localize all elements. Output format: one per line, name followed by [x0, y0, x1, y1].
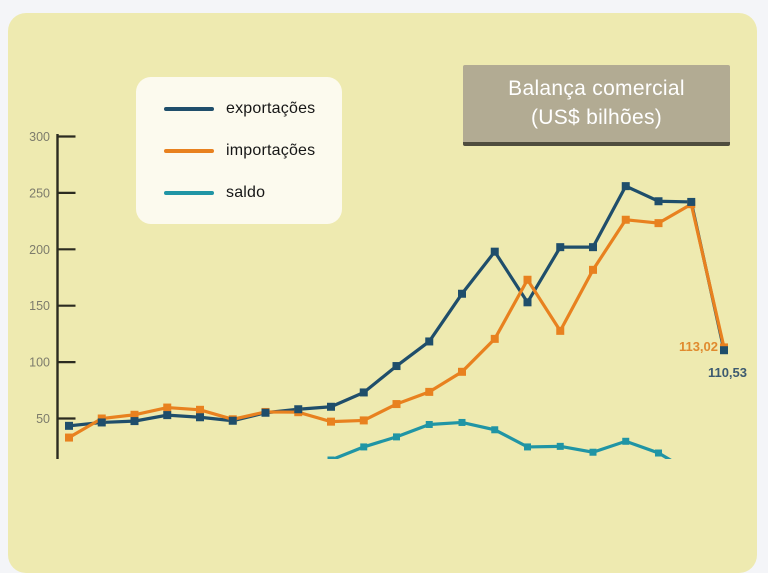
- exportacoes-line-swatch: [164, 106, 214, 111]
- chart-title-line1: Balança comercial: [508, 77, 685, 101]
- saldo-data-point: [425, 420, 433, 428]
- saldo-data-point: [589, 448, 597, 456]
- exportacoes-data-point: [392, 362, 401, 371]
- end-value-label-exportacoes: 110,53: [708, 365, 747, 380]
- exportacoes-data-point: [458, 289, 466, 298]
- exportacoes-markers: [65, 182, 728, 430]
- exportacoes-data-point: [425, 337, 434, 346]
- saldo-markers: [327, 418, 662, 459]
- legend-item-exportacoes: exportações: [164, 98, 342, 120]
- importacoes-markers: [65, 200, 728, 442]
- exportacoes-data-point: [490, 247, 499, 256]
- y-tick-label: 100: [29, 356, 50, 370]
- y-tick-label: 50: [36, 412, 50, 426]
- exportacoes-data-point: [327, 402, 335, 411]
- legend-item-importacoes: importações: [164, 140, 342, 162]
- legend: exportações importações saldo: [136, 77, 342, 224]
- importacoes-data-point: [196, 405, 204, 414]
- exportacoes-data-point: [196, 413, 204, 422]
- exportacoes-data-point: [294, 405, 303, 414]
- importacoes-data-point: [163, 403, 172, 412]
- legend-label-importacoes: importações: [226, 141, 316, 159]
- importacoes-line-swatch: [164, 148, 214, 153]
- exportacoes-data-point: [621, 182, 630, 191]
- saldo-data-point: [360, 443, 368, 451]
- exportacoes-data-point: [65, 421, 73, 430]
- y-tick-label: 200: [29, 243, 50, 257]
- importacoes-data-point: [359, 416, 368, 425]
- exportacoes-data-point: [359, 388, 368, 397]
- y-tick-label: 150: [29, 299, 50, 313]
- legend-item-saldo: saldo: [164, 182, 342, 204]
- saldo-data-point: [622, 437, 630, 445]
- chart-title-line2: (US$ bilhões): [530, 105, 663, 129]
- saldo-data-point: [556, 442, 564, 450]
- importacoes-data-point: [490, 334, 499, 343]
- exportacoes-data-point: [687, 197, 696, 206]
- importacoes-data-point: [621, 215, 630, 224]
- legend-label-exportacoes: exportações: [226, 99, 316, 117]
- importacoes-data-point: [327, 417, 335, 426]
- saldo-line-swatch: [164, 190, 214, 195]
- legend-label-saldo: saldo: [226, 183, 266, 201]
- saldo-data-point: [327, 456, 335, 459]
- exportacoes-data-point: [228, 416, 237, 425]
- chart-title-box: Balança comercial (US$ bilhões): [463, 65, 730, 146]
- importacoes-data-point: [458, 367, 466, 376]
- saldo-data-point: [393, 433, 400, 441]
- y-tick-label: 250: [29, 186, 50, 200]
- saldo-data-point: [458, 418, 466, 426]
- saldo-data-point: [524, 443, 531, 451]
- importacoes-data-point: [654, 219, 663, 228]
- exportacoes-data-point: [720, 346, 728, 355]
- importacoes-data-point: [425, 387, 434, 396]
- saldo-data-point: [491, 426, 499, 434]
- importacoes-data-point: [130, 410, 139, 419]
- importacoes-data-point: [523, 275, 532, 284]
- exportacoes-data-point: [97, 418, 106, 427]
- y-tick-label: 300: [29, 130, 50, 144]
- importacoes-data-point: [556, 326, 565, 335]
- importacoes-data-point: [589, 265, 597, 274]
- exportacoes-data-point: [261, 408, 270, 417]
- exportacoes-data-point: [523, 298, 532, 307]
- exportacoes-data-point: [589, 243, 597, 252]
- exportacoes-data-point: [130, 417, 139, 426]
- exportacoes-data-point: [163, 411, 172, 420]
- exportacoes-data-point: [556, 243, 565, 252]
- exportacoes-data-point: [654, 197, 663, 206]
- importacoes-data-point: [392, 400, 401, 409]
- end-value-label-importacoes: 113,02: [679, 339, 718, 354]
- importacoes-data-point: [65, 433, 73, 442]
- line-chart: 300 250 200 150 100 50 113,02 110,53: [29, 130, 747, 459]
- saldo-data-point: [655, 449, 662, 457]
